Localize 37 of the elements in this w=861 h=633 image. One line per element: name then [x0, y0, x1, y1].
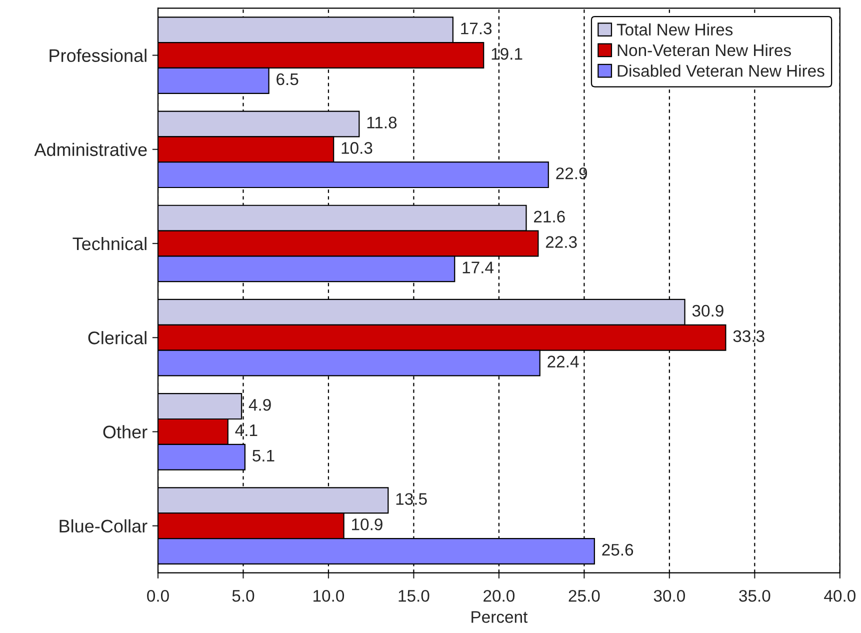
data-label: 5.1	[252, 450, 274, 462]
data-label: 22.9	[556, 167, 587, 180]
data-label: 30.9	[692, 304, 724, 317]
y-tick-label: Professional	[50, 48, 146, 62]
data-label: 11.8	[367, 116, 397, 128]
x-tick-label: 15.0	[398, 590, 430, 602]
data-label: 17.4	[462, 262, 494, 274]
y-tick-label: Technical	[72, 236, 146, 250]
data-label: 4.9	[248, 398, 271, 411]
data-label: 6.5	[276, 73, 298, 86]
legend-label: Non-Veteran New Hires	[618, 44, 791, 56]
x-tick-label: 25.0	[568, 590, 600, 602]
data-label: 10.3	[342, 142, 372, 154]
data-label: 19.1	[492, 48, 522, 60]
y-tick-label: Clerical	[88, 331, 146, 344]
x-tick-label: 20.0	[484, 590, 515, 602]
data-label: 13.5	[396, 493, 427, 505]
x-tick-label: 0.0	[147, 590, 169, 602]
y-tick-label: Other	[103, 425, 148, 438]
legend-label: Total New Hires	[616, 23, 733, 36]
data-label: 4.1	[235, 424, 258, 436]
y-tick-label: Blue-Collar	[60, 519, 148, 533]
data-label: 17.3	[461, 22, 492, 34]
data-label: 22.3	[546, 236, 577, 248]
y-tick-label: Administrative	[34, 142, 147, 156]
x-tick-label: 35.0	[739, 590, 770, 602]
x-tick-label: 30.0	[654, 590, 685, 602]
x-tick-label: 10.0	[314, 590, 344, 602]
data-label: 22.4	[548, 356, 579, 368]
data-label: 25.6	[602, 544, 634, 556]
legend-label: Disabled Veteran New Hires	[618, 64, 824, 77]
data-label: 33.3	[733, 330, 764, 342]
x-tick-label: 40.0	[824, 590, 856, 602]
data-label: 21.6	[534, 210, 565, 223]
x-tick-label: 5.0	[232, 590, 254, 602]
data-label: 10.9	[352, 518, 382, 530]
x-axis-title: Percent	[472, 611, 528, 623]
